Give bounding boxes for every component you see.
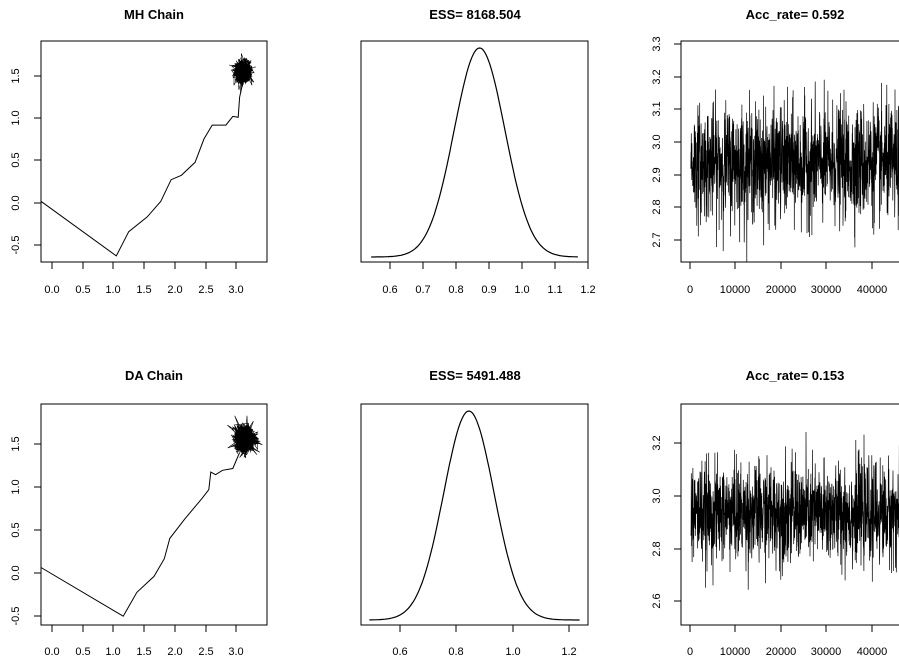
y-tick-label: 2.6 [651, 593, 663, 608]
trace-line [690, 431, 899, 590]
panel-mh-trace: Acc_rate= 0.592 0 10000 20000 30000 4000… [651, 7, 899, 296]
density-curve [369, 410, 580, 621]
x-tick-label: 1.2 [580, 284, 595, 296]
y-axis: -0.5 0.0 0.5 1.0 1.5 [10, 436, 42, 626]
y-tick-label: 3.2 [651, 69, 663, 84]
x-tick-label: 1.0 [514, 284, 529, 296]
x-tick-label: 0.5 [75, 646, 90, 658]
panel-da-density: ESS= 5491.488 0.6 0.8 1.0 1.2 [360, 368, 589, 658]
x-axis: 0.6 0.8 1.0 1.2 [392, 624, 577, 658]
chart-title: ESS= 8168.504 [429, 7, 521, 22]
x-tick-label: 2.5 [198, 646, 213, 658]
x-tick-label: 0.7 [415, 284, 430, 296]
chart-title: Acc_rate= 0.592 [746, 7, 845, 22]
y-tick-label: 3.0 [651, 488, 663, 503]
x-tick-label: 1.1 [547, 284, 562, 296]
trace-marks [690, 79, 899, 263]
chart-title: DA Chain [125, 368, 183, 383]
x-tick-label: 0.0 [44, 284, 59, 296]
x-tick-label: 30000 [811, 284, 842, 296]
y-tick-label: 3.0 [651, 134, 663, 149]
plot-frame [40, 40, 268, 263]
y-tick-label: 3.3 [651, 36, 663, 51]
y-tick-label: 2.8 [651, 541, 663, 556]
chain-sample-cluster [229, 53, 256, 94]
y-tick-label: 1.0 [10, 479, 22, 494]
y-tick-label: 1.0 [10, 110, 22, 125]
y-tick-label: -0.5 [10, 607, 22, 626]
x-tick-label: 1.0 [105, 646, 120, 658]
x-tick-label: 2.0 [167, 284, 182, 296]
chain-path-line [40, 452, 241, 617]
trace-line [690, 79, 899, 263]
x-tick-label: 30000 [811, 646, 842, 658]
y-tick-label: 3.2 [651, 435, 663, 450]
x-tick-label: 20000 [766, 284, 797, 296]
x-tick-label: 3.0 [228, 284, 243, 296]
y-tick-label: 0.0 [10, 195, 22, 210]
x-axis: 0.6 0.7 0.8 0.9 1.0 1.1 1.2 [382, 261, 596, 296]
chart-title: MH Chain [124, 7, 184, 22]
y-tick-label: 0.5 [10, 152, 22, 167]
panel-mh-density: ESS= 8168.504 0.6 0.7 0.8 0.9 1.0 1.1 1.… [360, 7, 596, 296]
x-tick-label: 1.0 [105, 284, 120, 296]
x-tick-label: 0.5 [75, 284, 90, 296]
y-tick-label: 2.8 [651, 199, 663, 214]
y-tick-label: 1.5 [10, 436, 22, 451]
panel-da-trace: Acc_rate= 0.153 0 10000 20000 30000 4000… [651, 368, 899, 658]
x-tick-label: 1.2 [561, 646, 576, 658]
y-axis: -0.5 0.0 0.5 1.0 1.5 [10, 68, 42, 255]
chain-sample-cluster [227, 415, 263, 459]
trace-marks [690, 431, 899, 590]
x-tick-label: 2.5 [198, 284, 213, 296]
y-axis: 2.7 2.8 2.9 3.0 3.1 3.2 3.3 [651, 36, 682, 248]
y-tick-label: 0.5 [10, 522, 22, 537]
chain-path-marks [40, 53, 256, 257]
x-tick-label: 40000 [857, 646, 888, 658]
x-tick-label: 0 [687, 284, 693, 296]
density-curve-marks [371, 47, 578, 258]
x-tick-label: 0 [687, 646, 693, 658]
x-axis: 0 10000 20000 30000 40000 [687, 624, 888, 658]
plot-frame [360, 40, 589, 263]
y-tick-label: 3.1 [651, 101, 663, 116]
x-axis: 0.0 0.5 1.0 1.5 2.0 2.5 3.0 [44, 261, 244, 296]
chain-path-marks [40, 415, 263, 617]
x-tick-label: 0.8 [448, 646, 463, 658]
x-tick-label: 0.0 [44, 646, 59, 658]
x-tick-label: 0.9 [481, 284, 496, 296]
x-tick-label: 0.6 [382, 284, 397, 296]
density-curve-marks [369, 410, 580, 621]
y-axis: 2.6 2.8 3.0 3.2 [651, 435, 682, 609]
x-axis: 0.0 0.5 1.0 1.5 2.0 2.5 3.0 [44, 624, 244, 658]
x-tick-label: 0.8 [448, 284, 463, 296]
x-tick-label: 20000 [766, 646, 797, 658]
x-tick-label: 40000 [857, 284, 888, 296]
x-tick-label: 3.0 [228, 646, 243, 658]
panel-da-chain: DA Chain 0.0 0.5 1.0 1.5 2.0 2.5 3.0 [10, 368, 268, 658]
x-tick-label: 1.5 [136, 646, 151, 658]
x-tick-label: 1.5 [136, 284, 151, 296]
x-tick-label: 1.0 [505, 646, 520, 658]
y-tick-label: 2.7 [651, 232, 663, 247]
x-tick-label: 10000 [720, 646, 751, 658]
y-tick-label: 0.0 [10, 565, 22, 580]
x-tick-label: 10000 [720, 284, 751, 296]
chart-title: Acc_rate= 0.153 [746, 368, 845, 383]
x-axis: 0 10000 20000 30000 40000 [687, 261, 888, 296]
density-curve [371, 47, 578, 258]
y-tick-label: 1.5 [10, 68, 22, 83]
x-tick-label: 2.0 [167, 646, 182, 658]
x-tick-label: 0.6 [392, 646, 407, 658]
panel-mh-chain: MH Chain 0.0 0.5 1.0 1.5 2.0 2.5 3.0 [10, 7, 268, 296]
plot-frame [360, 403, 589, 626]
chain-path-line [40, 81, 244, 257]
chart-title: ESS= 5491.488 [429, 368, 520, 383]
y-tick-label: 2.9 [651, 167, 663, 182]
y-tick-label: -0.5 [10, 236, 22, 255]
